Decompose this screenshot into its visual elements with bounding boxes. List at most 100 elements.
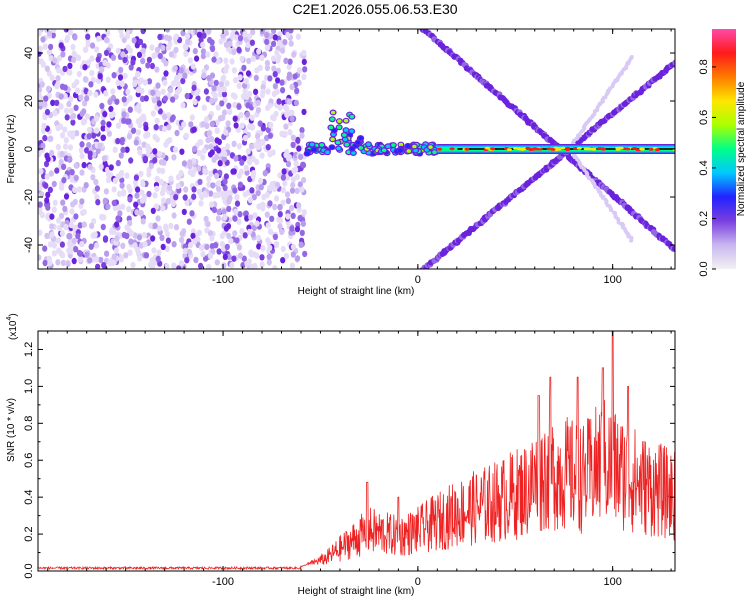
noise-dot (217, 160, 223, 167)
snr-multiplier-suffix: ) (8, 313, 19, 316)
noise-dot (103, 49, 110, 57)
noise-dot (201, 104, 207, 111)
noise-dot (260, 125, 266, 132)
noise-dot (67, 155, 73, 163)
noise-dot (200, 121, 206, 128)
noise-dot (124, 224, 130, 231)
noise-dot (52, 110, 58, 117)
noise-dot (288, 204, 295, 212)
noise-dot (277, 223, 283, 230)
noise-dot (119, 80, 125, 88)
noise-dot (171, 262, 177, 269)
noise-dot (111, 72, 117, 79)
noise-dot (131, 37, 137, 44)
noise-dot (38, 92, 42, 99)
noise-dot (267, 244, 273, 251)
noise-dot (221, 262, 227, 269)
noise-dot (175, 174, 182, 181)
noise-dot (156, 225, 163, 232)
snr-ytick-label: 0.4 (23, 490, 35, 505)
noise-dot (205, 220, 211, 228)
noise-dot (211, 206, 217, 214)
noise-dot (82, 63, 88, 71)
noise-dot (163, 34, 170, 41)
noise-dot (211, 85, 217, 92)
noise-dot (189, 114, 195, 121)
noise-dot (152, 222, 158, 230)
noise-dot (84, 113, 91, 120)
noise-dot (276, 216, 282, 223)
noise-dot (302, 250, 308, 258)
noise-dot (220, 32, 226, 39)
cluster-core (342, 137, 348, 142)
noise-dot (262, 170, 268, 177)
noise-dot (178, 67, 184, 74)
noise-dot (80, 209, 86, 216)
noise-dot (119, 182, 125, 189)
noise-dot (265, 222, 271, 229)
noise-dot (277, 211, 283, 218)
carrier-hotspot (648, 148, 654, 151)
colorbar-tick-label: 0.0 (698, 261, 710, 276)
noise-dot (38, 168, 44, 175)
noise-dot (96, 35, 102, 42)
noise-dot (134, 192, 140, 199)
noise-dot (292, 73, 298, 80)
noise-dot (191, 126, 197, 133)
noise-dot (237, 74, 243, 81)
noise-dot (220, 114, 226, 121)
noise-dot (90, 42, 96, 49)
noise-dot (265, 144, 271, 151)
faint-branch-2-dot (587, 176, 591, 181)
noise-dot (201, 32, 207, 39)
cluster-core (343, 118, 349, 123)
cluster-core (413, 148, 418, 153)
noise-dot (77, 222, 83, 229)
noise-dot (226, 102, 232, 110)
noise-dot (200, 41, 206, 49)
noise-dot (75, 232, 81, 240)
noise-dot (267, 75, 273, 82)
carrier-hotspot (583, 147, 589, 151)
cluster-core (351, 151, 356, 155)
noise-dot (218, 90, 224, 98)
noise-dot (50, 99, 56, 107)
cluster-core (385, 144, 391, 149)
noise-dot (222, 178, 228, 185)
noise-dot (256, 243, 262, 250)
noise-dot (164, 230, 170, 238)
noise-dot (241, 64, 247, 72)
noise-dot (256, 48, 262, 55)
noise-dot (71, 56, 77, 64)
noise-dot (48, 170, 54, 177)
noise-dot (146, 56, 152, 64)
cluster-core (329, 145, 335, 149)
noise-dot (191, 193, 197, 200)
noise-dot (73, 246, 79, 253)
noise-dot (42, 134, 48, 142)
cluster-core (309, 142, 315, 147)
cluster-core (342, 133, 347, 137)
noise-dot (226, 205, 232, 213)
noise-dot (68, 95, 74, 103)
noise-dot (106, 176, 112, 184)
noise-dot (127, 196, 133, 203)
noise-dot (110, 94, 117, 102)
noise-dot (224, 243, 230, 251)
noise-dot (264, 191, 270, 199)
noise-dot (272, 71, 278, 78)
noise-dot (94, 46, 100, 53)
noise-dot (94, 242, 100, 249)
noise-dot (183, 44, 189, 51)
noise-dot (72, 186, 78, 194)
cluster-core (428, 145, 433, 149)
noise-dot (133, 174, 139, 181)
carrier-hotspot (572, 147, 578, 150)
noise-dot (285, 197, 291, 205)
cluster-core (405, 144, 411, 148)
noise-dot (194, 55, 200, 62)
noise-dot (140, 218, 146, 225)
noise-dot (56, 67, 62, 74)
noise-dot (136, 234, 143, 241)
noise-dot (97, 73, 103, 80)
